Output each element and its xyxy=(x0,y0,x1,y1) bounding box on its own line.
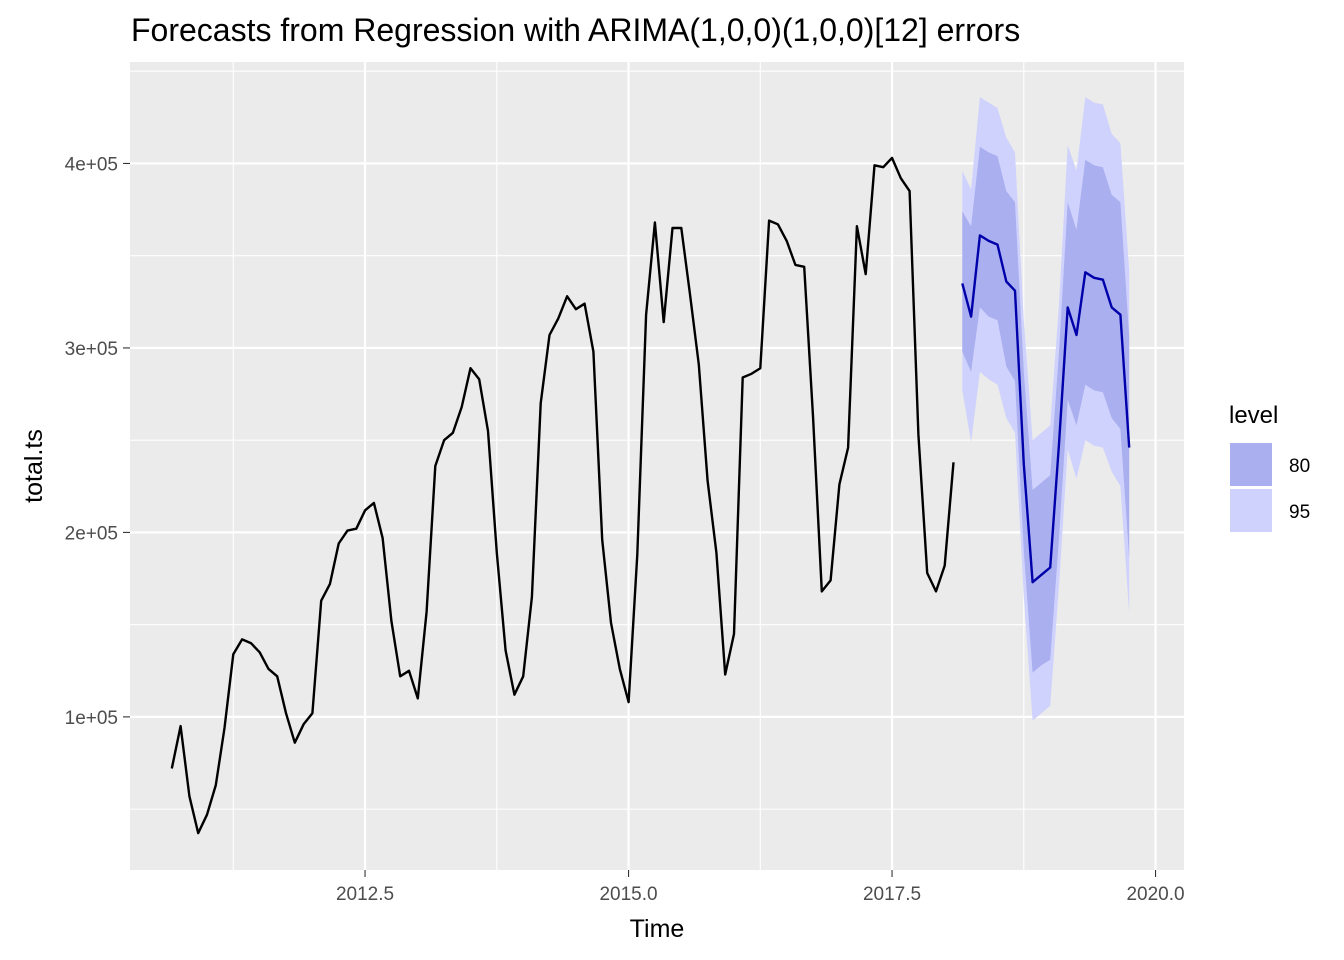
minor-gridlines xyxy=(130,62,1184,870)
forecast-line xyxy=(961,234,1131,584)
y-tick-label: 1e+05 xyxy=(65,708,118,729)
x-axis-ticks: 2012.5 2015.0 2017.5 2020.0 xyxy=(336,870,1185,905)
history-line xyxy=(170,156,955,835)
series-lines xyxy=(170,156,1131,835)
legend-label-95: 95 xyxy=(1289,502,1310,523)
y-tick-label: 2e+05 xyxy=(65,523,118,544)
major-gridlines xyxy=(130,62,1184,870)
x-tick-label: 2020.0 xyxy=(1126,884,1184,905)
y-tick-label: 3e+05 xyxy=(65,339,118,360)
y-tick-label: 4e+05 xyxy=(65,154,118,175)
y-axis-title: total.ts xyxy=(20,429,48,503)
x-tick-label: 2012.5 xyxy=(336,884,394,905)
legend-label-80: 80 xyxy=(1289,456,1310,477)
legend: level 80 95 xyxy=(1229,402,1310,532)
x-axis-title: Time xyxy=(630,915,685,943)
x-tick-label: 2017.5 xyxy=(863,884,921,905)
legend-swatch-80 xyxy=(1230,443,1272,486)
y-axis-ticks: 1e+05 2e+05 3e+05 4e+05 xyxy=(65,154,130,729)
band-80 xyxy=(962,146,1130,673)
chart-title: Forecasts from Regression with ARIMA(1,0… xyxy=(131,12,1020,48)
legend-swatch-95 xyxy=(1230,489,1272,532)
x-tick-label: 2015.0 xyxy=(599,884,657,905)
legend-title: level xyxy=(1229,402,1278,429)
prediction-intervals xyxy=(962,97,1130,721)
